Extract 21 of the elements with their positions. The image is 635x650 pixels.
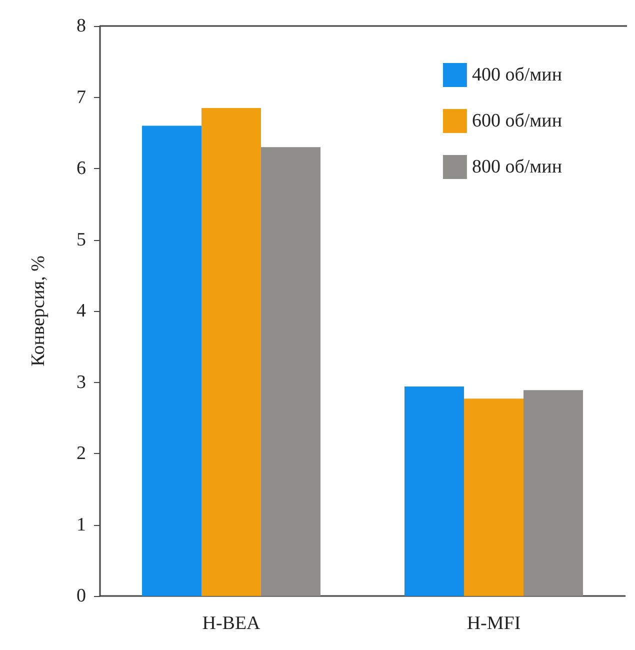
y-tick-label: 8 bbox=[76, 16, 86, 36]
bar bbox=[524, 390, 583, 596]
bar bbox=[404, 386, 464, 596]
legend-label: 600 об/мин bbox=[472, 110, 562, 132]
x-tick-label: H-MFI bbox=[466, 613, 521, 634]
bar bbox=[142, 126, 202, 596]
y-tick-label: 4 bbox=[76, 300, 86, 322]
y-tick-label: 1 bbox=[76, 514, 86, 536]
y-axis-title: Конверсия, % bbox=[28, 255, 49, 366]
y-tick-label: 7 bbox=[76, 86, 86, 108]
bar bbox=[464, 398, 524, 596]
y-tick-label: 3 bbox=[76, 372, 86, 393]
y-tick-label: 6 bbox=[76, 158, 86, 179]
legend-label: 400 об/мин bbox=[472, 64, 562, 86]
bar bbox=[202, 108, 261, 596]
y-tick-label: 5 bbox=[76, 229, 86, 250]
legend-label: 800 об/мин bbox=[472, 156, 562, 178]
y-tick-label: 2 bbox=[76, 443, 86, 464]
x-tick-label: H-BEA bbox=[202, 613, 261, 634]
y-tick-label: 0 bbox=[76, 586, 86, 606]
bar bbox=[261, 147, 320, 596]
